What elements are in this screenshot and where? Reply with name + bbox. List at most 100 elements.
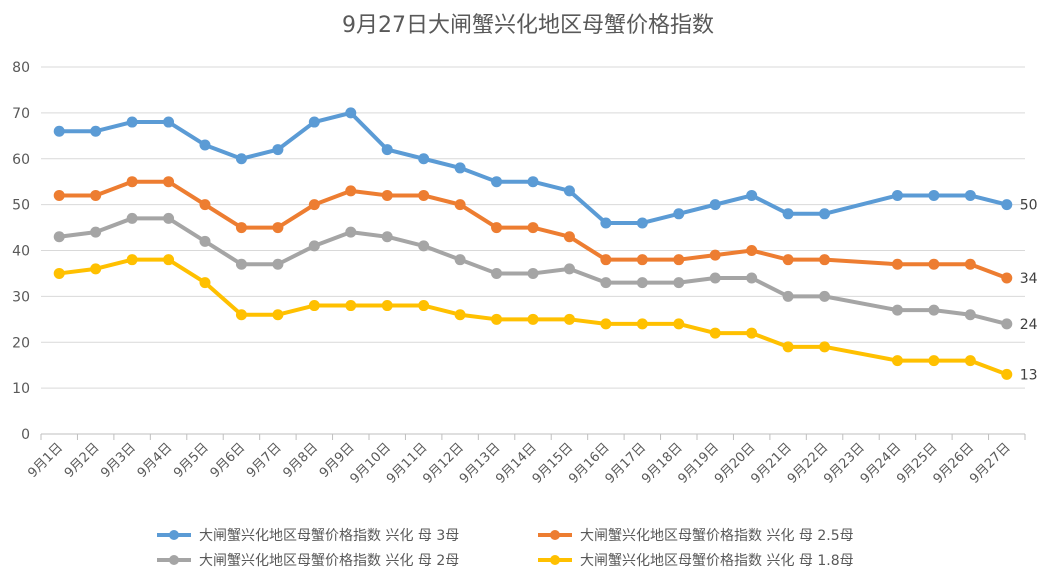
data-point — [53, 125, 65, 137]
data-point — [891, 258, 903, 270]
data-point — [964, 355, 976, 367]
y-tick-label: 30 — [12, 289, 30, 305]
data-label: 50 — [1020, 198, 1038, 214]
x-tick-label: 9月5日 — [171, 440, 212, 481]
x-tick-label: 9月27日 — [967, 440, 1014, 487]
data-point — [928, 355, 940, 367]
y-axis: 0 10 20 30 40 50 60 70 80 — [12, 60, 30, 443]
data-point — [709, 272, 721, 284]
data-point — [819, 341, 831, 353]
data-point — [782, 290, 794, 302]
data-point — [819, 290, 831, 302]
data-point — [600, 254, 612, 266]
data-point — [235, 222, 247, 234]
data-point — [891, 304, 903, 316]
series-group: 50 34 24 13 — [53, 107, 1038, 383]
data-point — [163, 212, 175, 224]
data-point — [709, 199, 721, 211]
data-point — [964, 189, 976, 201]
data-point — [381, 144, 393, 156]
series-line — [58, 216, 1008, 326]
legend-item: 大闸蟹兴化地区母蟹价格指数 兴化 母 3母 — [157, 528, 459, 544]
y-tick-label: 70 — [12, 106, 30, 122]
legend-label: 大闸蟹兴化地区母蟹价格指数 兴化 母 1.8母 — [580, 553, 854, 569]
x-tick-label: 9月8日 — [280, 440, 321, 481]
data-point — [53, 231, 65, 243]
data-point — [308, 199, 320, 211]
data-point — [673, 254, 685, 266]
x-tick-label: 9月7日 — [244, 440, 285, 481]
data-point — [636, 217, 648, 229]
data-point — [199, 139, 211, 151]
y-tick-label: 10 — [12, 381, 30, 397]
legend-item: 大闸蟹兴化地区母蟹价格指数 兴化 母 2.5母 — [538, 528, 854, 544]
data-point — [746, 272, 758, 284]
data-point — [782, 254, 794, 266]
data-point — [454, 254, 466, 266]
data-point — [199, 235, 211, 247]
data-point — [563, 263, 575, 275]
data-point — [381, 189, 393, 201]
data-point — [491, 176, 503, 188]
x-tick-label: 9月2日 — [62, 440, 103, 481]
data-point — [1001, 368, 1013, 380]
data-point — [90, 226, 102, 238]
series-2: 24 — [53, 212, 1038, 333]
data-point — [819, 208, 831, 220]
data-point — [1001, 199, 1013, 211]
data-label: 13 — [1020, 367, 1038, 383]
data-point — [746, 327, 758, 339]
data-point — [928, 189, 940, 201]
data-point — [199, 199, 211, 211]
data-point — [782, 208, 794, 220]
data-point — [964, 258, 976, 270]
legend-label: 大闸蟹兴化地区母蟹价格指数 兴化 母 3母 — [199, 528, 459, 544]
data-point — [491, 267, 503, 279]
data-point — [928, 258, 940, 270]
data-point — [491, 313, 503, 325]
data-point — [345, 226, 357, 238]
data-point — [928, 304, 940, 316]
data-point — [418, 300, 430, 312]
data-point — [527, 313, 539, 325]
chart-title: 9月27日大闸蟹兴化地区母蟹价格指数 — [342, 13, 714, 38]
gridlines — [41, 66, 1025, 435]
data-point — [272, 258, 284, 270]
data-point — [673, 318, 685, 330]
data-point — [600, 217, 612, 229]
data-point — [454, 309, 466, 321]
x-axis: 9月1日9月2日9月3日9月4日9月5日9月6日9月7日9月8日9月9日9月10… — [25, 434, 1026, 487]
legend-label: 大闸蟹兴化地区母蟹价格指数 兴化 母 2母 — [199, 553, 459, 569]
data-point — [636, 277, 648, 289]
series-line — [59, 179, 1008, 280]
data-label: 34 — [1020, 271, 1038, 287]
data-point — [636, 318, 648, 330]
data-point — [90, 189, 102, 201]
data-point — [126, 254, 138, 266]
data-point — [235, 153, 247, 165]
y-tick-label: 60 — [12, 152, 30, 168]
data-point — [527, 267, 539, 279]
legend-swatch-marker — [550, 530, 560, 540]
data-point — [709, 249, 721, 261]
x-tick-label: 9月3日 — [98, 440, 139, 481]
data-point — [600, 277, 612, 289]
series-0: 50 — [53, 107, 1038, 229]
data-point — [272, 309, 284, 321]
series-line — [59, 110, 1008, 225]
data-point — [163, 254, 175, 266]
data-point — [964, 309, 976, 321]
data-point — [308, 116, 320, 128]
data-point — [454, 162, 466, 174]
x-tick-label: 9月4日 — [135, 440, 176, 481]
data-point — [600, 318, 612, 330]
data-point — [673, 208, 685, 220]
series-1: 34 — [53, 176, 1038, 287]
data-point — [163, 176, 175, 188]
data-point — [527, 176, 539, 188]
data-point — [126, 116, 138, 128]
data-point — [527, 222, 539, 234]
data-point — [418, 153, 430, 165]
x-tick-label: 9月1日 — [25, 440, 66, 481]
